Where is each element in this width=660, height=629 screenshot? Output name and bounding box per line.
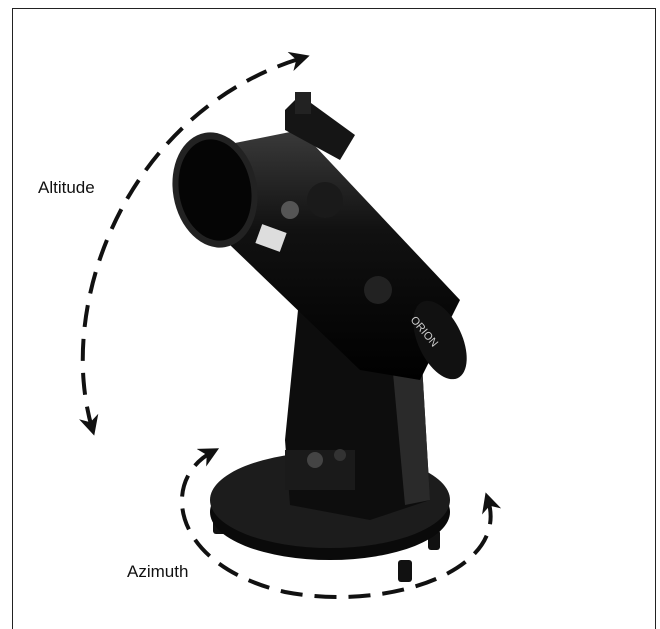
telescope: ORION xyxy=(164,92,478,582)
diagram: ORION Altitude Azimuth xyxy=(0,0,660,629)
azimuth-label: Azimuth xyxy=(127,562,188,581)
altitude-label: Altitude xyxy=(38,178,95,197)
